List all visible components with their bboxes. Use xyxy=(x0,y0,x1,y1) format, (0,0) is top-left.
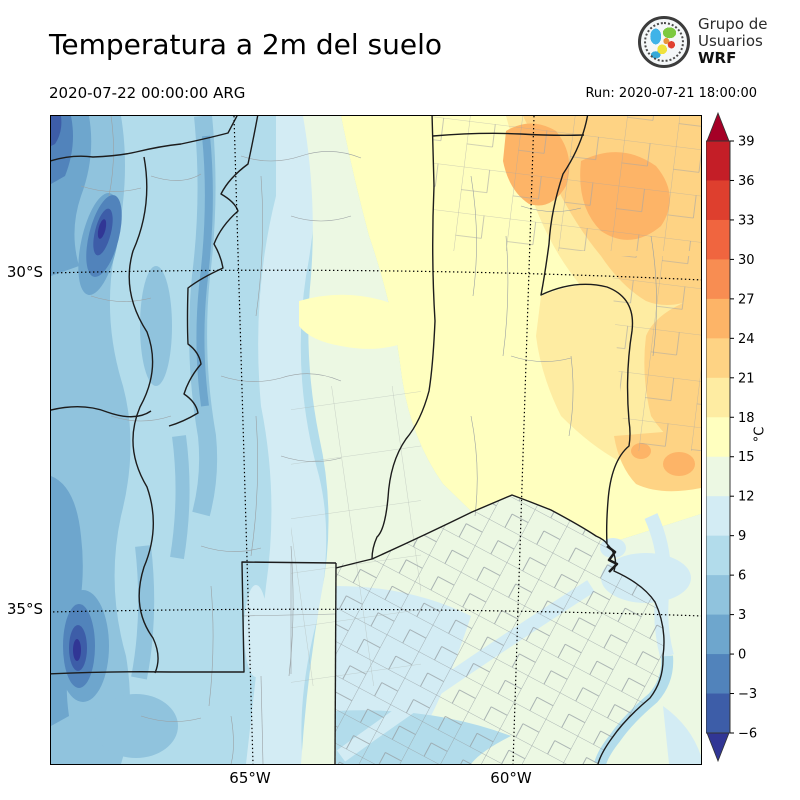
colorbar-segment xyxy=(706,298,730,339)
globe-logo-icon xyxy=(638,16,690,68)
gridline-65w xyxy=(233,116,254,764)
temperature-map-svg xyxy=(51,116,701,764)
colorbar-tick-label: 6 xyxy=(738,569,746,584)
graticule xyxy=(51,116,701,764)
colorbar-segment xyxy=(706,141,730,181)
colorbar-segment xyxy=(706,614,730,655)
colorbar-segment xyxy=(706,654,730,695)
colorbar-tick-label: 12 xyxy=(738,490,755,505)
colorbar-segment xyxy=(706,496,730,537)
colorbar-over-arrow xyxy=(706,112,730,142)
logo-line-1: Grupo de xyxy=(698,15,768,33)
colorbar-segment xyxy=(706,456,730,497)
valid-time-label: 2020-07-22 00:00:00 ARG xyxy=(49,84,246,102)
colorbar-tick-label: −3 xyxy=(738,687,757,702)
colorbar-tick-label: 33 xyxy=(738,213,755,228)
province-borders xyxy=(51,116,665,764)
colorbar-tick-label: 36 xyxy=(738,174,755,189)
colorbar-segment xyxy=(706,338,730,379)
colorbar-tick-label: 21 xyxy=(738,371,755,386)
page-title: Temperatura a 2m del suelo xyxy=(49,28,443,61)
colorbar-tick-label: 3 xyxy=(738,608,746,623)
colorbar-segment xyxy=(706,575,730,616)
logo-line-3: WRF xyxy=(698,49,737,67)
wrf-users-group-logo: Grupo de Usuarios WRF xyxy=(636,14,786,76)
colorbar-tick-label: 24 xyxy=(738,332,755,347)
colorbar-tick-label: 18 xyxy=(738,411,755,426)
colorbar-tick-label: 0 xyxy=(738,648,746,663)
colorbar-tick-label: 15 xyxy=(738,450,755,465)
colorbar-tick-label: −6 xyxy=(738,727,757,742)
colorbar-segment xyxy=(706,219,730,260)
colorbar-segment xyxy=(706,535,730,576)
colorbar-segment xyxy=(706,377,730,418)
colorbar-unit-label: °C xyxy=(752,426,768,443)
colorbar-segment xyxy=(706,180,730,221)
x-axis-label-65w: 65°W xyxy=(229,769,271,787)
colorbar-under-arrow xyxy=(706,732,730,763)
x-axis-label-60w: 60°W xyxy=(490,769,532,787)
colorbar-tick-label: 27 xyxy=(738,292,755,307)
colorbar-tick-label: 39 xyxy=(738,135,755,150)
y-axis-label-30s: 30°S xyxy=(6,263,43,281)
colorbar-segment xyxy=(706,693,730,734)
gridline-60w xyxy=(512,116,535,764)
colorbar-segment xyxy=(706,417,730,458)
parana-delta xyxy=(606,545,619,573)
gridline-30s xyxy=(51,269,701,281)
colorbar-tick-label: 30 xyxy=(738,253,755,268)
run-time-label: Run: 2020-07-21 18:00:00 xyxy=(585,86,757,101)
colorbar-tick-label: 9 xyxy=(738,529,746,544)
department-borders xyxy=(80,116,701,764)
temperature-map xyxy=(50,115,702,765)
logo-line-2: Usuarios xyxy=(698,32,763,50)
colorbar-segment xyxy=(706,259,730,300)
colorbar-outline xyxy=(706,140,731,734)
y-axis-label-35s: 35°S xyxy=(6,600,43,618)
logo-text: Grupo de Usuarios WRF xyxy=(698,16,768,67)
gridline-35s xyxy=(51,608,701,617)
